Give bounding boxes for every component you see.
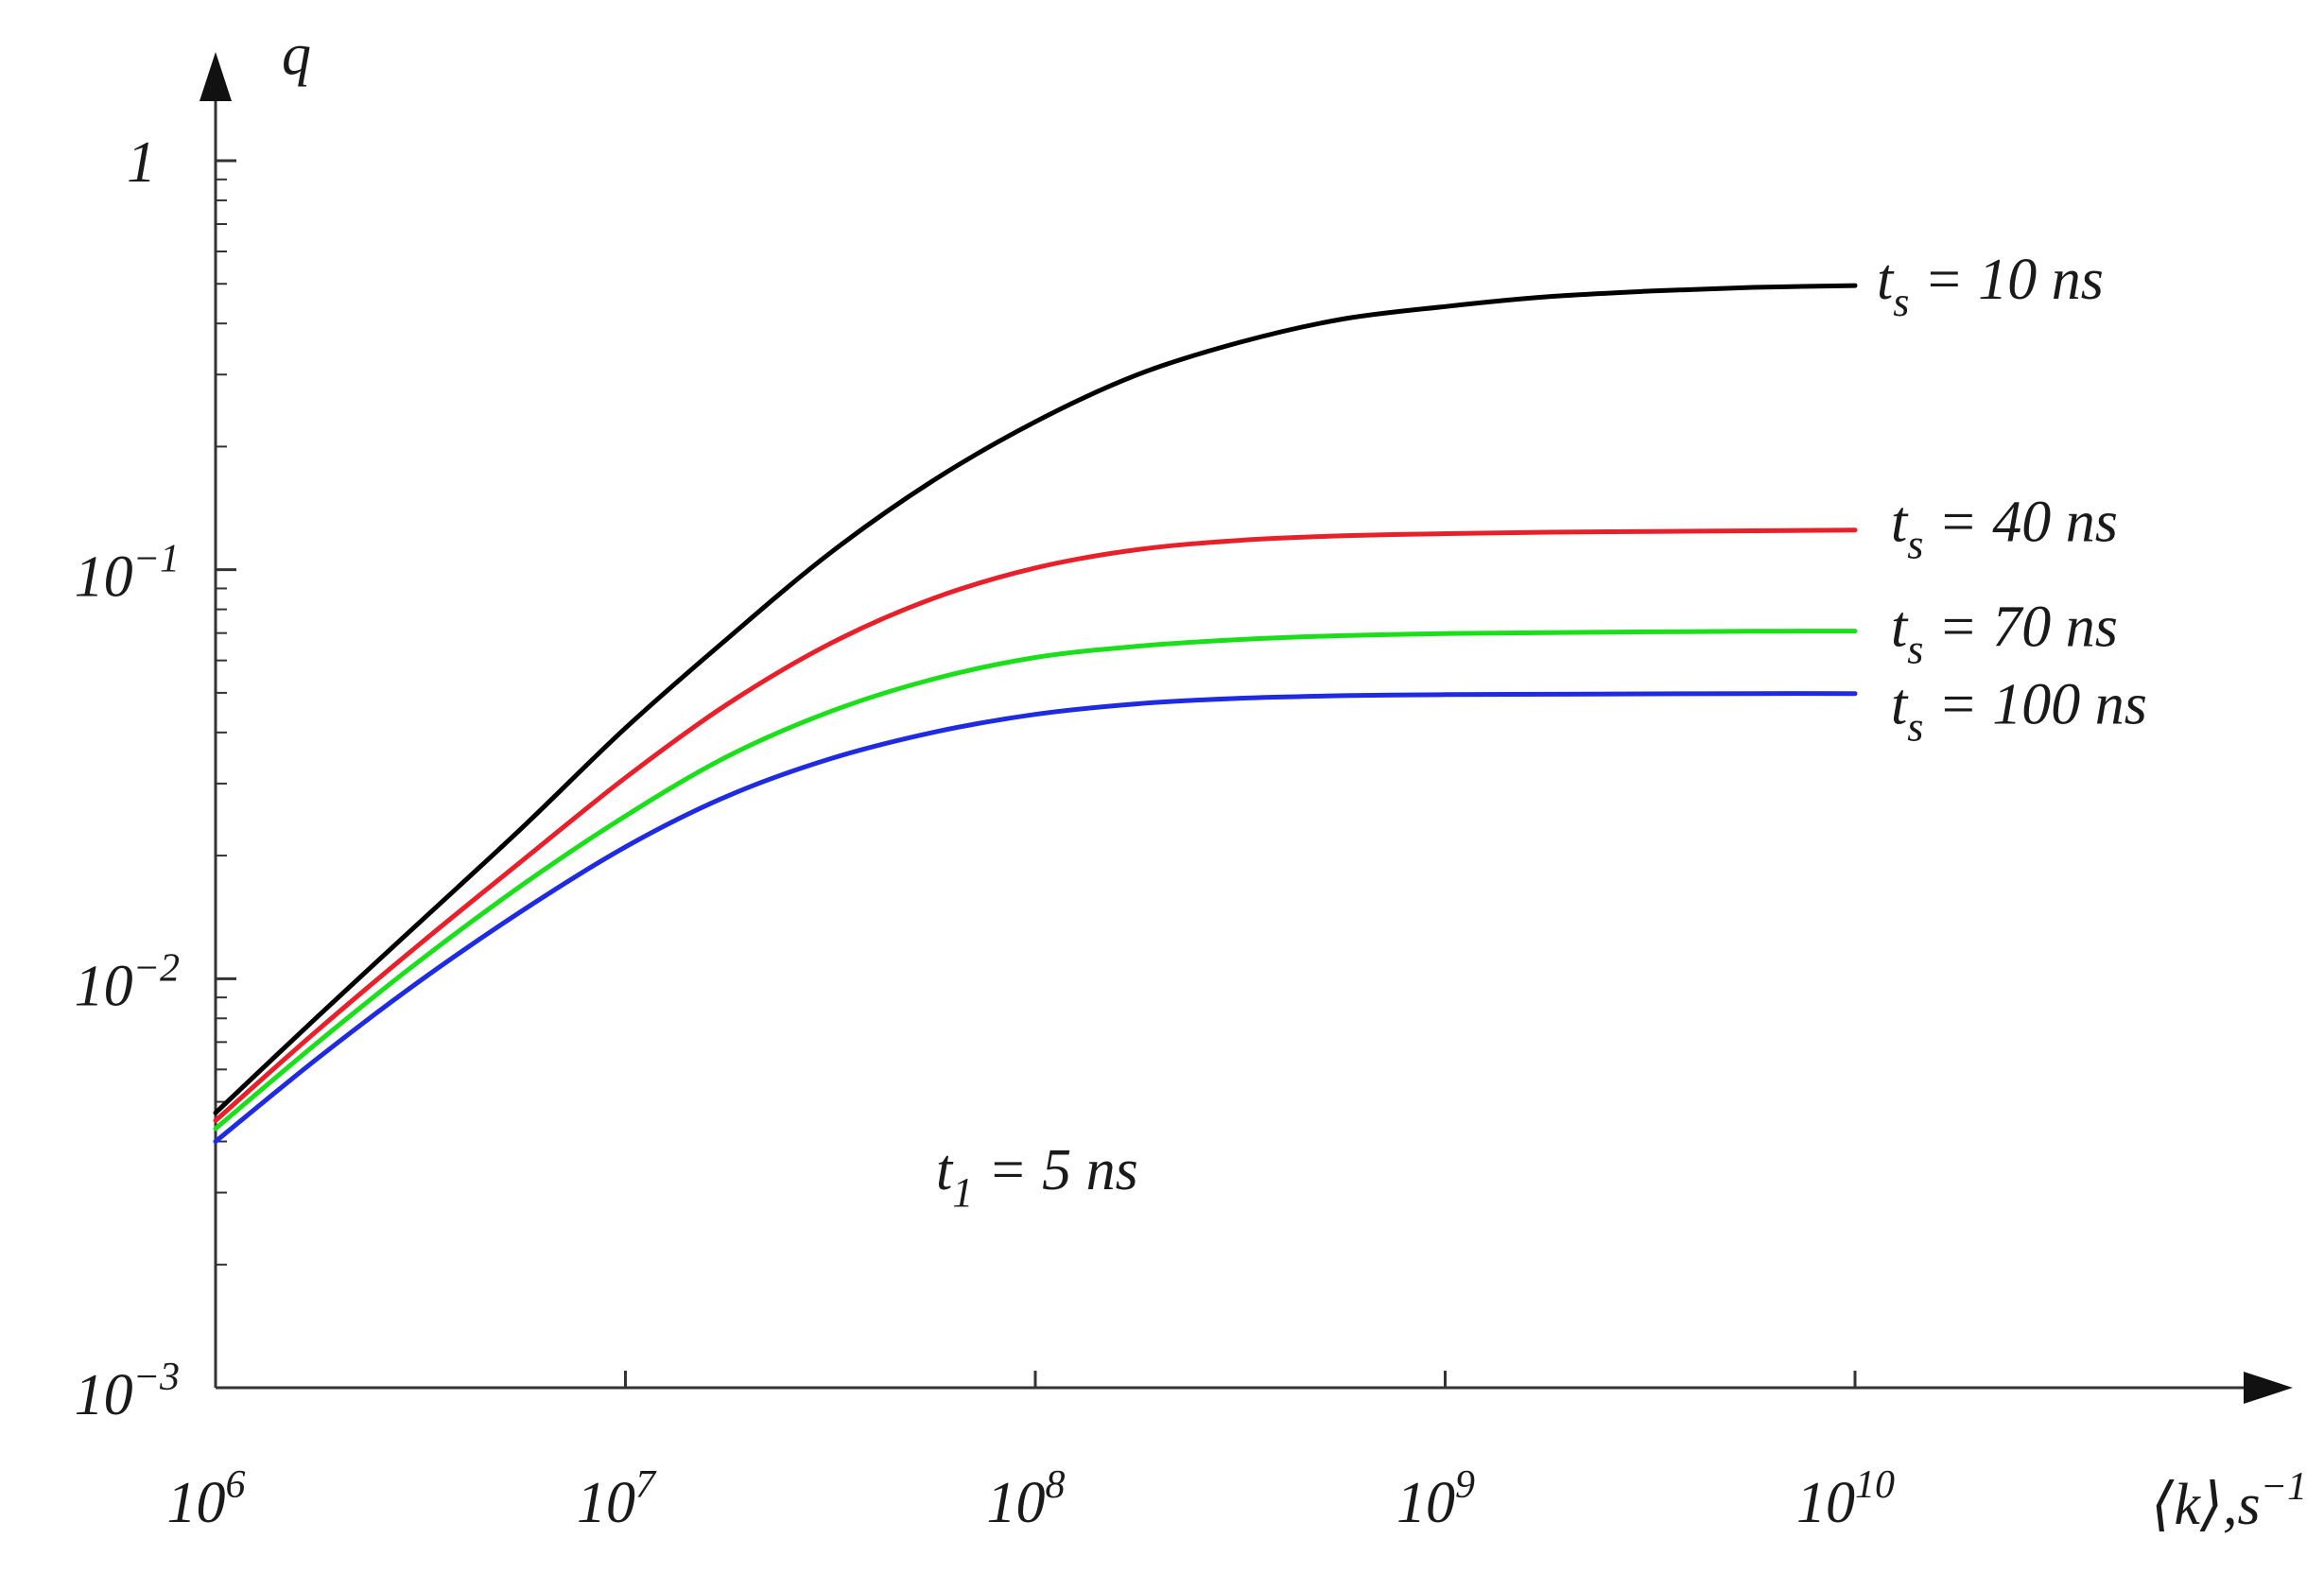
- series-line-40-ns: [213, 527, 1858, 1123]
- annotation-t1: t1 = 5 ns: [936, 1138, 1138, 1216]
- y-tick-label: 10−2: [75, 946, 180, 1018]
- x-tick-label: 108: [987, 1463, 1066, 1535]
- y-axis-arrow: [199, 52, 232, 101]
- series-label-10-ns: ts = 10 ns: [1877, 248, 2104, 325]
- x-axis-arrow: [2244, 1372, 2293, 1404]
- series-line-100-ns: [213, 691, 1858, 1144]
- labels: 106 107 108 109 1010 10−3 10−2 10−1 1 q ⟨k⟩,s−1 ts …: [75, 23, 2307, 1537]
- x-tick-label: 1010: [1796, 1463, 1895, 1535]
- axes: [199, 52, 2293, 1404]
- x-tick-label: 107: [577, 1463, 657, 1535]
- x-axis-label: ⟨k⟩,s−1: [2151, 1465, 2307, 1537]
- y-tick-label: 10−3: [75, 1356, 180, 1427]
- series-label-40-ns: ts = 40 ns: [1891, 491, 2118, 568]
- series-label-70-ns: ts = 70 ns: [1891, 596, 2118, 673]
- x-tick-label: 109: [1396, 1463, 1475, 1535]
- series-label-100-ns: ts = 100 ns: [1891, 673, 2147, 751]
- y-tick-label: 10−1: [75, 538, 180, 610]
- y-tick-label: 1: [127, 130, 156, 195]
- series-line-70-ns: [213, 629, 1858, 1132]
- plot-area: [213, 283, 1858, 1144]
- x-tick-label: 106: [167, 1463, 246, 1535]
- series-line-10-ns: [213, 283, 1858, 1115]
- y-axis-label: q: [282, 23, 311, 87]
